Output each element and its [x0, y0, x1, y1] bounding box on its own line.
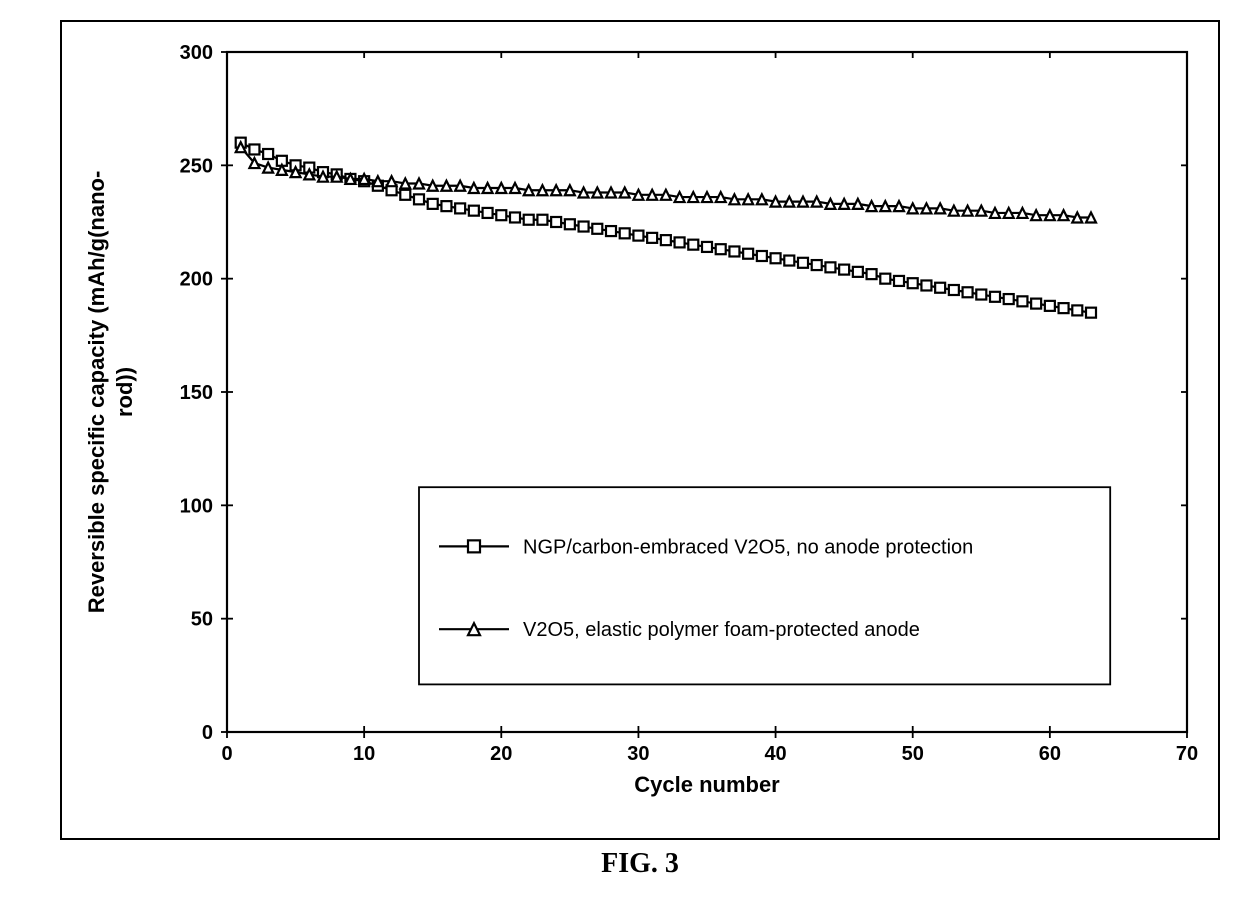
svg-text:Reversible specific capacity (: Reversible specific capacity (mAh/g(nano…: [84, 171, 109, 614]
svg-text:10: 10: [353, 743, 375, 765]
svg-text:NGP/carbon-embraced V2O5, no a: NGP/carbon-embraced V2O5, no anode prote…: [523, 536, 973, 558]
svg-text:60: 60: [1039, 743, 1061, 765]
svg-text:0: 0: [221, 743, 232, 765]
figure-container: 0 10 20 30 40 50 60 70 0 50 100 150 200 250 300 Cycle n…: [20, 20, 1240, 880]
svg-text:200: 200: [180, 269, 213, 291]
svg-text:30: 30: [627, 743, 649, 765]
svg-text:100: 100: [180, 495, 213, 517]
chart-svg: 0 10 20 30 40 50 60 70 0 50 100 150 200 250 300 Cycle n…: [72, 32, 1208, 828]
chart-outer-border: 0 10 20 30 40 50 60 70 0 50 100 150 200 250 300 Cycle n…: [60, 20, 1220, 840]
svg-text:300: 300: [180, 42, 213, 64]
svg-text:50: 50: [902, 743, 924, 765]
svg-text:50: 50: [191, 609, 213, 631]
svg-text:rod)): rod)): [112, 367, 137, 417]
svg-text:0: 0: [202, 722, 213, 744]
svg-text:40: 40: [764, 743, 786, 765]
svg-text:20: 20: [490, 743, 512, 765]
svg-text:150: 150: [180, 382, 213, 404]
svg-text:70: 70: [1176, 743, 1198, 765]
svg-text:V2O5, elastic polymer foam-pro: V2O5, elastic polymer foam-protected ano…: [523, 619, 920, 641]
svg-text:250: 250: [180, 155, 213, 177]
figure-caption: FIG. 3: [20, 848, 1240, 880]
svg-text:Cycle number: Cycle number: [634, 772, 780, 797]
